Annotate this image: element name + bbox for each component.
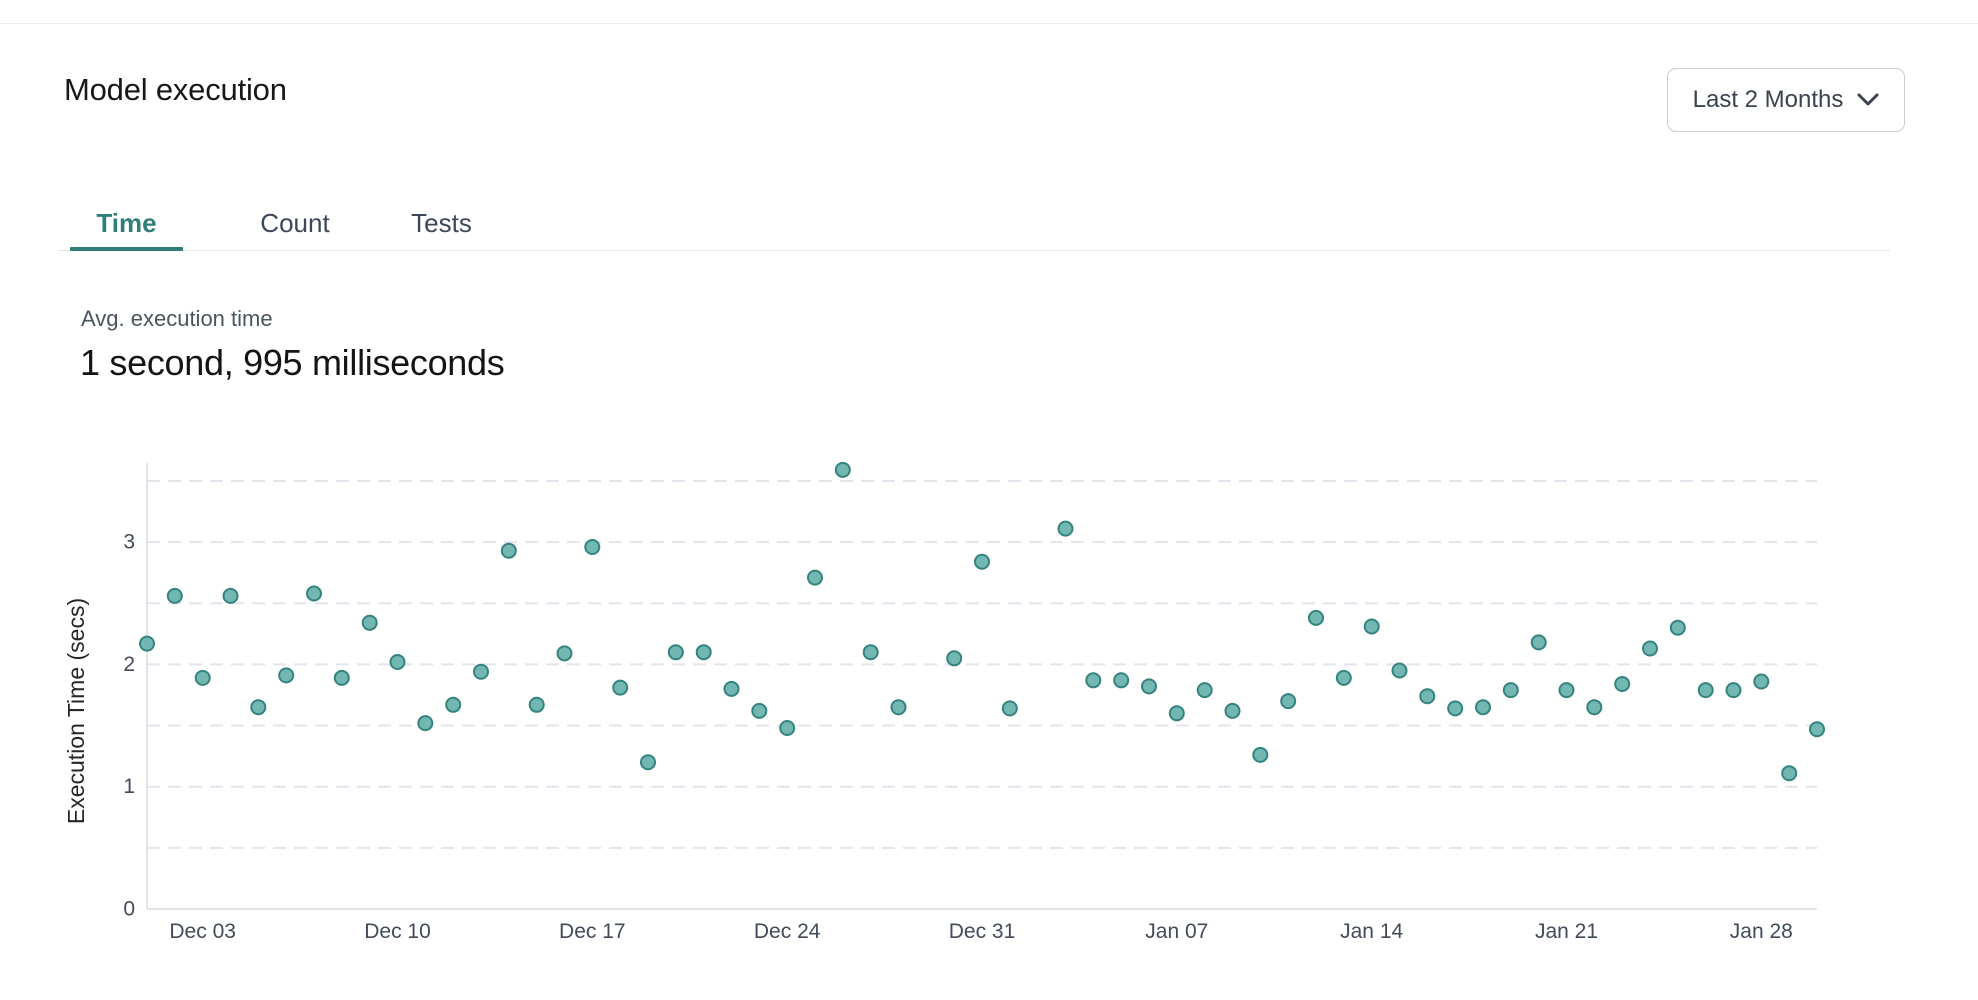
data-point	[500, 542, 517, 559]
x-tick-label: Jan 21	[1535, 920, 1598, 943]
data-point	[306, 585, 322, 602]
y-tick-label: 3	[123, 531, 135, 554]
data-point	[723, 680, 740, 697]
data-point	[1168, 705, 1185, 722]
tabs-divider	[58, 250, 1890, 251]
data-point	[1001, 700, 1018, 717]
data-point	[862, 644, 879, 661]
data-point	[834, 461, 851, 478]
x-tick-label: Dec 31	[949, 920, 1016, 943]
data-point	[807, 569, 823, 586]
data-point	[1224, 702, 1241, 719]
data-point	[556, 645, 573, 662]
data-point	[1725, 682, 1742, 699]
data-point	[1308, 609, 1324, 626]
data-point	[1419, 688, 1436, 705]
y-axis-title: Execution Time (secs)	[63, 598, 89, 824]
stat-label: Avg. execution time	[81, 306, 273, 331]
data-point	[1141, 678, 1157, 695]
data-point	[1781, 765, 1798, 782]
data-point	[1252, 746, 1269, 763]
data-point	[1475, 699, 1491, 716]
data-point	[1809, 721, 1825, 738]
data-point	[473, 663, 489, 680]
tab-count-label: Count	[260, 207, 330, 238]
data-point	[528, 696, 545, 713]
data-point	[640, 754, 656, 771]
data-point	[890, 699, 907, 716]
y-tick-label: 1	[123, 775, 135, 798]
data-point	[1697, 682, 1714, 699]
data-point	[1363, 618, 1380, 635]
data-point	[695, 644, 712, 661]
data-point	[1586, 699, 1603, 716]
x-tick-label: Dec 03	[169, 920, 236, 943]
data-point	[445, 696, 462, 713]
y-tick-label: 0	[123, 898, 135, 921]
x-tick-label: Dec 10	[364, 920, 431, 943]
chevron-down-icon	[1857, 93, 1879, 107]
data-point	[779, 720, 796, 736]
data-point	[667, 644, 684, 661]
date-range-dropdown[interactable]: Last 2 Months	[1667, 68, 1905, 132]
data-point	[1669, 619, 1686, 636]
data-point	[278, 667, 295, 684]
data-point	[1558, 682, 1575, 699]
data-point	[612, 679, 629, 696]
x-tick-label: Dec 24	[754, 920, 821, 943]
data-point	[1391, 662, 1408, 679]
data-point	[361, 614, 378, 631]
data-point	[1502, 682, 1519, 699]
x-tick-label: Jan 07	[1145, 920, 1208, 943]
data-point	[139, 635, 155, 652]
data-point	[1530, 634, 1547, 651]
y-tick-label: 2	[123, 653, 135, 676]
data-point	[417, 715, 434, 732]
data-point	[1753, 673, 1770, 690]
data-point	[389, 654, 406, 670]
data-point	[1614, 676, 1631, 692]
data-point	[1642, 640, 1658, 657]
data-point	[166, 587, 183, 604]
data-point	[974, 553, 990, 570]
x-tick-label: Jan 14	[1340, 920, 1403, 943]
page-title: Model execution	[64, 72, 287, 107]
data-point	[1280, 693, 1297, 710]
tab-count[interactable]: Count	[233, 196, 357, 250]
data-point	[222, 587, 239, 604]
data-point	[946, 650, 963, 667]
stat-value: 1 second, 995 milliseconds	[80, 342, 505, 383]
data-point	[1085, 672, 1102, 689]
active-tab-underline	[70, 247, 183, 251]
data-point	[1335, 669, 1352, 686]
tab-tests-label: Tests	[411, 207, 472, 238]
data-point	[250, 699, 267, 716]
top-divider	[0, 23, 1978, 24]
tab-tests[interactable]: Tests	[385, 196, 498, 250]
data-point	[1113, 672, 1130, 689]
data-point	[751, 702, 768, 719]
data-point	[1196, 682, 1213, 699]
data-point	[584, 539, 601, 555]
x-tick-label: Dec 17	[559, 920, 626, 943]
data-point	[1447, 700, 1464, 717]
date-range-value: Last 2 Months	[1692, 86, 1844, 113]
tab-time-label: Time	[96, 207, 157, 238]
data-point	[1057, 520, 1074, 537]
tab-time[interactable]: Time	[70, 196, 183, 250]
x-tick-label: Jan 28	[1730, 920, 1793, 943]
data-point	[194, 669, 211, 686]
data-point	[333, 669, 350, 686]
